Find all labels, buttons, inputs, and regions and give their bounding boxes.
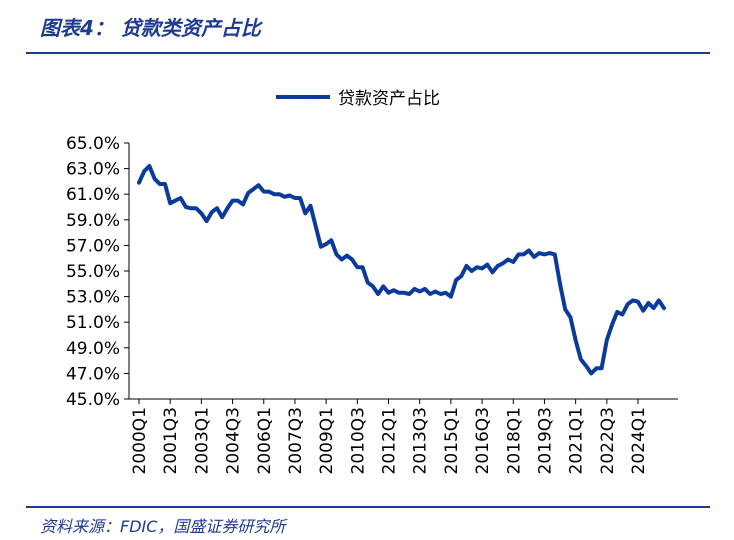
- series-layer: [137, 164, 666, 376]
- x-tick-label: 2006Q1: [255, 407, 275, 474]
- y-tick-label: 49.0%: [66, 339, 120, 359]
- bottom-rule: [26, 506, 710, 508]
- series-line-loan-share: [137, 164, 666, 376]
- x-tick-label: 2015Q1: [442, 407, 462, 474]
- y-tick-label: 63.0%: [66, 160, 120, 180]
- y-tick-label: 51.0%: [66, 313, 120, 333]
- x-tick-label: 2018Q1: [504, 407, 524, 474]
- x-tick-label: 2007Q3: [286, 407, 306, 474]
- y-tick-label: 53.0%: [66, 288, 120, 308]
- x-tick-label: 2024Q1: [629, 407, 649, 474]
- legend-label: 贷款资产占比: [338, 89, 440, 109]
- x-tick-label: 2012Q1: [380, 407, 400, 474]
- x-axis: 2000Q1 2001Q3 2003Q1 2004Q3 2006Q1 2007Q3 2009…: [129, 398, 678, 474]
- y-axis: 45.0% 47.0% 49.0% 51.0% 53.0% 55.0% 57.0% 59.0%…: [66, 134, 130, 410]
- x-tick-label: 2010Q3: [348, 407, 368, 474]
- y-tick-label: 59.0%: [66, 211, 120, 231]
- x-tick-label: 2013Q3: [411, 407, 431, 474]
- x-tick-label: 2000Q1: [130, 407, 150, 474]
- y-tick-label: 61.0%: [66, 185, 120, 205]
- x-tick-label: 2019Q3: [535, 407, 555, 474]
- x-tick-label: 2009Q1: [317, 407, 337, 474]
- source-note: 资料来源：FDIC，国盛证券研究所: [40, 517, 286, 536]
- x-tick-label: 2003Q1: [192, 407, 212, 474]
- loan-share-chart: 贷款资产占比 45.0% 47.0% 49.0% 51.0% 53.0% 55.0% 57.…: [66, 89, 678, 474]
- x-tick-label: 2022Q3: [598, 407, 618, 474]
- x-tick-label: 2004Q3: [224, 407, 244, 474]
- top-rule: [26, 52, 710, 54]
- legend: 贷款资产占比: [276, 89, 440, 109]
- y-tick-label: 47.0%: [66, 364, 120, 384]
- x-tick-label: 2021Q1: [567, 407, 587, 474]
- figure-title: 图表4： 贷款类资产占比: [40, 16, 261, 40]
- y-tick-label: 65.0%: [66, 134, 120, 154]
- y-tick-label: 57.0%: [66, 236, 120, 256]
- y-tick-label: 45.0%: [66, 390, 120, 410]
- y-tick-label: 55.0%: [66, 262, 120, 282]
- x-tick-label: 2001Q3: [161, 407, 181, 474]
- x-tick-label: 2016Q3: [473, 407, 493, 474]
